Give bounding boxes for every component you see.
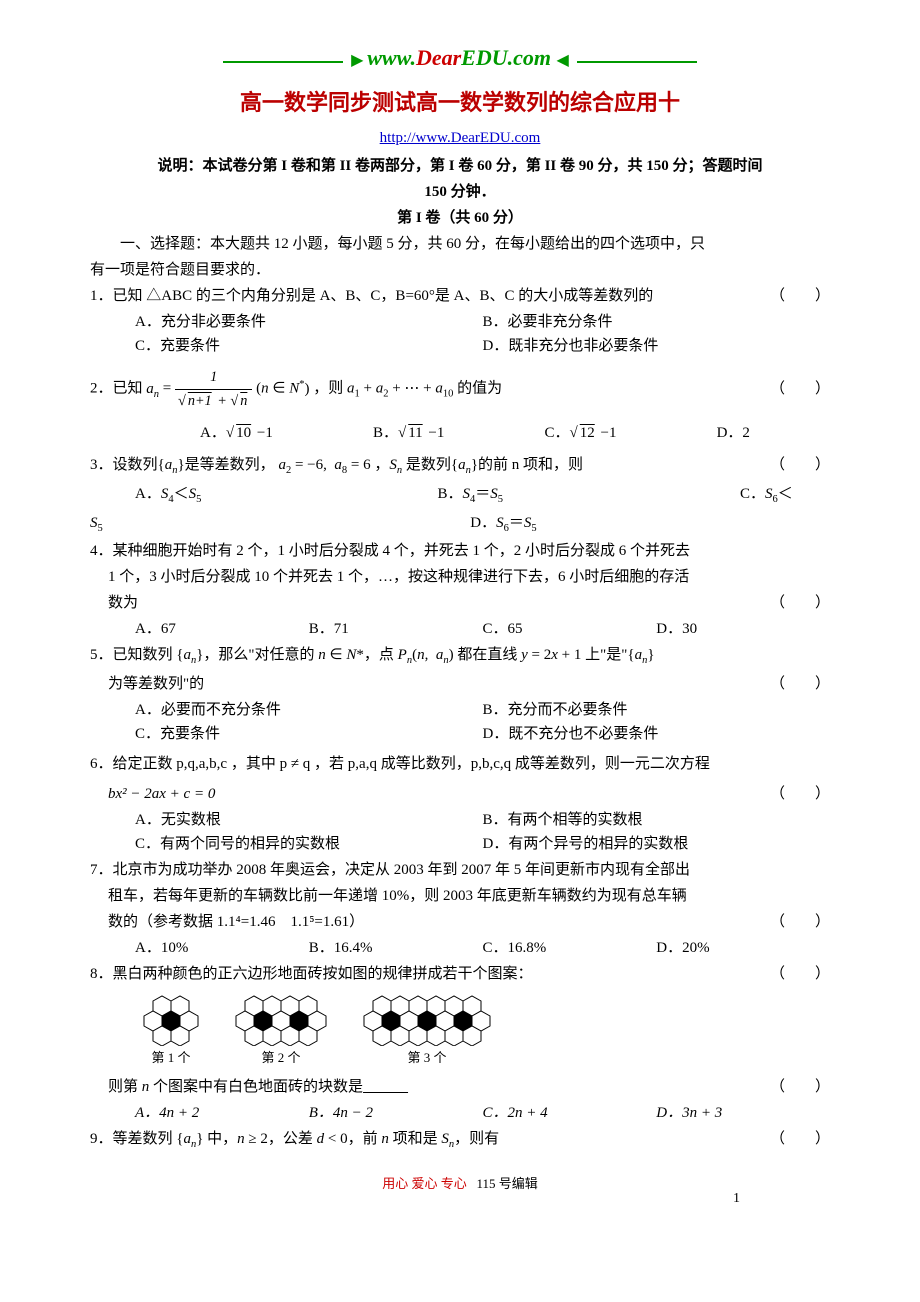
q3-stem: 3．设数列{an}是等差数列， a2 = −6, a8 = 6 ，Sn 是数列{… [90,453,830,480]
q6-options: A．无实数根 B．有两个相等的实数根 C．有两个同号的相异的实数根 D．有两个异… [90,808,830,856]
q2-stem: 2．已知 an = 1√n+1 + √n (n ∈ N*) ，则 a1 + a2… [90,366,830,413]
answer-bracket: （ ） [770,1075,830,1099]
q7-l3: 数的（参考数据 1.1⁴=1.46 1.1⁵=1.61） （ ） [90,910,830,934]
hex-label-2: 第 2 个 [227,1048,335,1069]
q1-options: A．充分非必要条件 B．必要非充分条件 C．充要条件 D．既非充分也非必要条件 [90,310,830,358]
q3-opt-c: C．S6＜ [740,482,830,509]
q4-opt-d: D．30 [656,617,830,641]
q5-opt-d: D．既不充分也不必要条件 [483,722,831,746]
q7-opt-a: A．10% [135,936,309,960]
q7-opt-b: B．16.4% [309,936,483,960]
q7-options: A．10% B．16.4% C．16.8% D．20% [90,936,830,960]
q1-opt-a: A．充分非必要条件 [135,310,483,334]
q6-l1: 6．给定正数 p,q,a,b,c ，其中 p ≠ q ，若 p,a,q 成等比数… [90,752,830,776]
q2-opt-c: C．√12 −1 [544,421,616,445]
answer-bracket: （ ） [770,962,830,986]
q5-opt-a: A．必要而不充分条件 [135,698,483,722]
answer-bracket: （ ） [770,782,830,806]
q2-options: A．√10 −1 B．√11 −1 C．√12 −1 D．2 [90,421,830,445]
q5-options: A．必要而不充分条件 B．充分而不必要条件 C．充要条件 D．既不充分也不必要条… [90,698,830,746]
page-number: 1 [733,1188,740,1210]
answer-bracket: （ ） [770,453,830,477]
answer-bracket: （ ） [770,910,830,934]
hex-pattern-2: 第 2 个 [227,992,335,1069]
q7-l1: 7．北京市为成功举办 2008 年奥运会，决定从 2003 年到 2007 年 … [90,858,830,882]
q3-options-cont: S5 D．S6＝S5 [90,511,830,538]
hex-pattern-figure: 第 1 个 第 2 个 [90,992,830,1069]
q8-opt-d: D．3n + 3 [656,1101,830,1125]
answer-bracket: （ ） [770,591,830,615]
logo-dear: Dear [416,45,461,70]
q8-l1: 8．黑白两种颜色的正六边形地面砖按如图的规律拼成若干个图案： （ ） [90,962,830,986]
answer-bracket: （ ） [770,1127,830,1151]
logo-edu: EDU [461,45,507,70]
q4-opt-b: B．71 [309,617,483,641]
q3-opt-d: D．S6＝S5 [470,515,536,531]
q8-opt-c: C．2n + 4 [483,1101,657,1125]
q7-opt-c: C．16.8% [483,936,657,960]
instructions-1: 一、选择题：本大题共 12 小题，每小题 5 分，共 60 分，在每小题给出的四… [90,232,830,256]
q6-opt-b: B．有两个相等的实数根 [483,808,831,832]
q5-stem-2: 为等差数列"的 （ ） [90,672,830,696]
answer-bracket: （ ） [770,672,830,696]
q4-options: A．67 B．71 C．65 D．30 [90,617,830,641]
q8-opt-b: B．4n − 2 [309,1101,483,1125]
q8-options: A．4n + 2 B．4n − 2 C．2n + 4 D．3n + 3 [90,1101,830,1125]
q6-opt-d: D．有两个异号的相异的实数根 [483,832,831,856]
q1-opt-b: B．必要非充分条件 [483,310,831,334]
hex-pattern-3: 第 3 个 [355,992,499,1069]
answer-bracket: （ ） [770,377,830,401]
answer-bracket: （ ） [770,284,830,308]
q4-opt-a: A．67 [135,617,309,641]
hex-label-3: 第 3 个 [355,1048,499,1069]
q3-opt-a: A．S4＜S5 [135,482,438,509]
source-link[interactable]: http://www.DearEDU.com [90,126,830,150]
q1-stem: 1．已知 △ABC 的三个内角分别是 A、B、C，B=60°是 A、B、C 的大… [90,284,830,308]
q6-opt-c: C．有两个同号的相异的实数根 [135,832,483,856]
q7-opt-d: D．20% [656,936,830,960]
q9-stem: 9．等差数列 {an} 中，n ≥ 2，公差 d < 0，前 n 项和是 Sn，… [90,1127,830,1154]
q4-l3: 数为 （ ） [90,591,830,615]
q6-opt-a: A．无实数根 [135,808,483,832]
logo-com: .com [508,45,551,70]
q8-opt-a: A．4n + 2 [135,1101,309,1125]
q3-options: A．S4＜S5 B．S4＝S5 C．S6＜ [90,482,830,509]
q3-opt-b: B．S4＝S5 [438,482,741,509]
q5-opt-b: B．充分而不必要条件 [483,698,831,722]
q5-stem: 5．已知数列 {an}，那么"对任意的 n ∈ N*，点 Pn(n, an) 都… [90,643,830,670]
q2-opt-a: A．√10 −1 [200,421,273,445]
site-logo: ▶ www.DearEDU.com ◀ [90,40,830,75]
q2-opt-b: B．√11 −1 [373,421,444,445]
page-title: 高一数学同步测试高一数学数列的综合应用十 [90,85,830,120]
logo-www: www. [367,45,416,70]
q7-l2: 租车，若每年更新的车辆数比前一年递增 10%，则 2003 年底更新车辆数约为现… [90,884,830,908]
q4-l1: 4．某种细胞开始时有 2 个，1 小时后分裂成 4 个，并死去 1 个，2 小时… [90,539,830,563]
section-1-head: 第 I 卷（共 60 分） [90,206,830,230]
exam-intro-1: 说明：本试卷分第 I 卷和第 II 卷两部分，第 I 卷 60 分，第 II 卷… [90,154,830,178]
q4-opt-c: C．65 [483,617,657,641]
instructions-2: 有一项是符合题目要求的． [90,258,830,282]
q6-eq: bx² − 2ax + c = 0 （ ） [90,782,830,806]
exam-intro-2: 150 分钟． [90,180,830,204]
hex-label-1: 第 1 个 [135,1048,207,1069]
q2-opt-d: D．2 [717,421,750,445]
q1-opt-c: C．充要条件 [135,334,483,358]
page-footer: 用心 爱心 专心 115 号编辑 [90,1174,830,1195]
q1-opt-d: D．既非充分也非必要条件 [483,334,831,358]
q4-l2: 1 个，3 小时后分裂成 10 个并死去 1 个，…，按这种规律进行下去，6 小… [90,565,830,589]
hex-pattern-1: 第 1 个 [135,992,207,1069]
q5-opt-c: C．充要条件 [135,722,483,746]
q8-l2: 则第 n 个图案中有白色地面砖的块数是 （ ） [90,1075,830,1099]
